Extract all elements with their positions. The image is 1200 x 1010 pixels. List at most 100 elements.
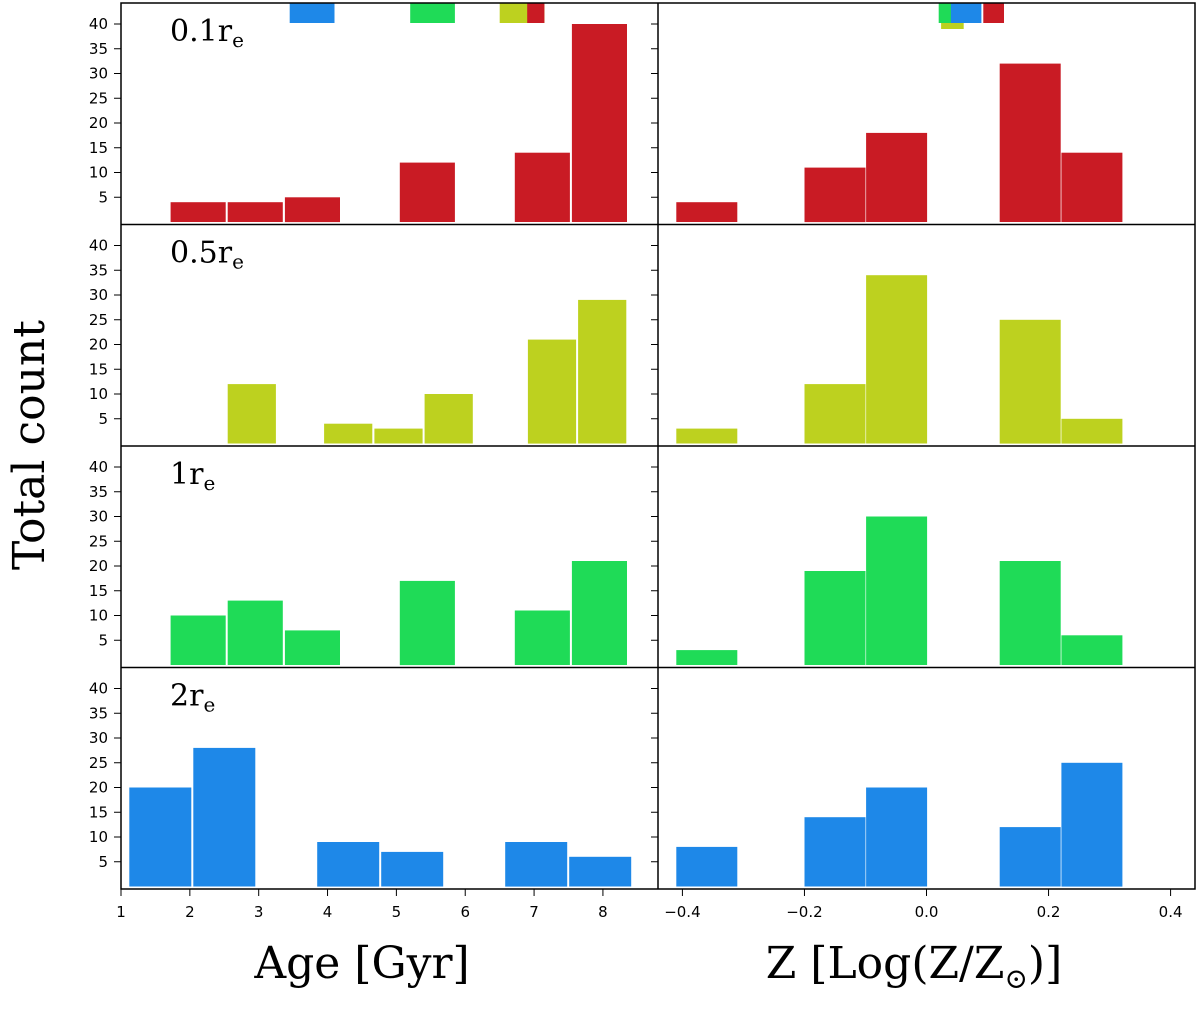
- bars-layer: [129, 24, 1123, 887]
- bar-1re-z-0: [676, 650, 738, 665]
- bar-2re-z-4: [1061, 762, 1123, 887]
- bar-2re-age-3: [381, 851, 444, 887]
- y-tick-label: 25: [89, 754, 108, 772]
- x-tick-label-age: 4: [323, 903, 333, 921]
- bar-0.5re-age-0: [227, 384, 276, 444]
- x-axis-label-metallicity-tail: )]: [1028, 938, 1062, 989]
- y-tick-label: 35: [89, 483, 108, 501]
- y-axis-label: Total count: [4, 320, 55, 570]
- row-label-1re: 1re: [170, 457, 215, 495]
- axis-ticks: 5101520253035405101520253035405101520253…: [89, 15, 1183, 921]
- bar-0.5re-z-1: [804, 384, 866, 444]
- bar-2re-age-0: [129, 787, 192, 887]
- bar-1re-z-4: [1061, 635, 1123, 665]
- bar-0.5re-age-3: [424, 394, 473, 444]
- bar-0.5re-age-5: [578, 299, 627, 444]
- x-tick-label-metallicity: 0.4: [1159, 903, 1183, 921]
- bar-2re-age-4: [505, 842, 568, 887]
- y-tick-label: 30: [89, 65, 108, 83]
- x-tick-label-metallicity: −0.4: [664, 903, 700, 921]
- bar-0.5re-age-4: [527, 339, 577, 444]
- bar-0.5re-age-2: [374, 428, 423, 444]
- bar-0.5re-age-1: [324, 423, 373, 444]
- bar-2re-age-2: [317, 842, 380, 887]
- row-label-main: 2r: [170, 679, 204, 714]
- y-tick-label: 20: [89, 557, 108, 575]
- bar-1re-z-3: [999, 561, 1061, 665]
- y-tick-label: 15: [89, 139, 108, 157]
- median-marker-z-0.1re: [983, 3, 1004, 23]
- y-tick-label: 20: [89, 336, 108, 354]
- y-tick-label: 30: [89, 729, 108, 747]
- x-tick-label-metallicity: −0.2: [786, 903, 822, 921]
- bar-0.1re-age-1: [227, 202, 283, 222]
- row-label-sub: e: [203, 693, 215, 717]
- bar-0.5re-z-3: [999, 319, 1061, 444]
- y-tick-label: 15: [89, 360, 108, 378]
- bar-0.1re-age-3: [399, 162, 455, 222]
- y-tick-label: 40: [89, 15, 108, 33]
- y-tick-label: 35: [89, 261, 108, 279]
- y-tick-label: 5: [98, 410, 108, 428]
- bar-2re-age-5: [569, 856, 632, 887]
- x-tick-label-age: 6: [460, 903, 470, 921]
- bar-1re-z-1: [804, 571, 866, 665]
- x-tick-label-age: 2: [185, 903, 195, 921]
- bar-1re-z-2: [866, 516, 928, 665]
- bar-2re-z-0: [676, 846, 738, 887]
- row-label-sub: e: [203, 471, 215, 495]
- bar-1re-age-5: [571, 561, 627, 665]
- y-tick-label: 25: [89, 89, 108, 107]
- y-tick-label: 15: [89, 582, 108, 600]
- x-axis-label-metallicity-main: Z [Log(Z/Z: [766, 938, 1005, 989]
- median-markers: [289, 3, 1004, 29]
- bar-1re-age-3: [399, 580, 455, 666]
- y-tick-label: 30: [89, 508, 108, 526]
- x-tick-label-age: 5: [392, 903, 402, 921]
- y-tick-label: 35: [89, 704, 108, 722]
- bar-1re-age-4: [514, 610, 570, 665]
- y-tick-label: 40: [89, 458, 108, 476]
- y-tick-label: 25: [89, 532, 108, 550]
- y-tick-label: 25: [89, 311, 108, 329]
- bar-0.1re-z-0: [676, 202, 738, 222]
- row-label-main: 0.5r: [170, 236, 233, 271]
- bar-1re-age-0: [170, 615, 226, 665]
- y-tick-label: 5: [98, 853, 108, 871]
- y-tick-label: 40: [89, 680, 108, 698]
- median-marker-age-0.1re: [527, 3, 545, 23]
- bar-2re-z-2: [866, 787, 928, 887]
- y-tick-label: 5: [98, 188, 108, 206]
- bar-2re-z-1: [804, 817, 866, 887]
- x-axis-label-metallicity: Z [Log(Z/Z⊙)]: [766, 938, 1063, 995]
- x-tick-label-age: 7: [529, 903, 539, 921]
- bar-2re-z-3: [999, 827, 1061, 887]
- y-tick-label: 35: [89, 40, 108, 58]
- bar-2re-age-1: [193, 747, 256, 887]
- bar-0.1re-age-0: [170, 202, 226, 222]
- bar-0.5re-z-4: [1061, 418, 1123, 444]
- bar-0.1re-z-2: [866, 132, 928, 222]
- y-tick-label: 10: [89, 385, 108, 403]
- median-marker-age-2re: [289, 3, 335, 23]
- y-tick-label: 20: [89, 779, 108, 797]
- x-axis-label-age: Age [Gyr]: [253, 938, 469, 989]
- y-tick-label: 5: [98, 631, 108, 649]
- x-tick-label-metallicity: 0.0: [915, 903, 939, 921]
- x-tick-label-metallicity: 0.2: [1037, 903, 1061, 921]
- median-marker-age-1re: [410, 3, 455, 23]
- x-tick-label-age: 1: [116, 903, 126, 921]
- panel-frames: [120, 2, 1196, 890]
- y-tick-label: 10: [89, 607, 108, 625]
- row-label-main: 1r: [170, 457, 204, 492]
- y-tick-label: 10: [89, 828, 108, 846]
- row-label-sub: e: [232, 28, 244, 52]
- median-marker-z-2re: [950, 3, 982, 23]
- y-tick-label: 15: [89, 803, 108, 821]
- bar-1re-age-1: [227, 600, 283, 665]
- x-tick-label-age: 8: [598, 903, 608, 921]
- y-tick-label: 10: [89, 164, 108, 182]
- y-tick-label: 20: [89, 114, 108, 132]
